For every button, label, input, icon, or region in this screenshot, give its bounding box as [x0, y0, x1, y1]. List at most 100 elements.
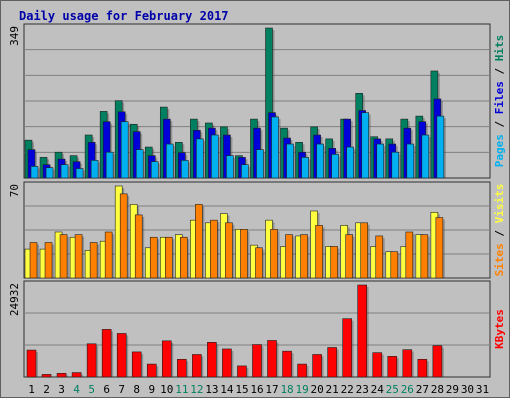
x-tick-label: 16 [250, 383, 263, 396]
bar-sites [405, 231, 414, 279]
x-tick-label: 31 [476, 383, 489, 396]
y-max-label: 349 [8, 26, 21, 46]
bar-sites [345, 234, 353, 279]
bar-kbytes [357, 284, 368, 378]
bar-pages [196, 138, 204, 179]
bar-kbytes [402, 349, 413, 378]
bar-kbytes [86, 343, 97, 378]
bar-pages [256, 149, 264, 179]
bar-pages [150, 161, 159, 179]
bar-kbytes [101, 329, 112, 378]
bar-kbytes [146, 363, 157, 378]
bar-kbytes [161, 340, 172, 378]
x-tick-label: 17 [265, 383, 278, 396]
bar-pages [241, 164, 249, 179]
bar-pages [120, 121, 129, 179]
x-tick-label: 18 [280, 383, 293, 396]
x-tick-label: 30 [461, 383, 474, 396]
x-tick-label: 19 [295, 383, 308, 396]
bar-sites [180, 236, 188, 279]
bar-sites [195, 204, 203, 279]
bar-sites [270, 229, 278, 279]
x-tick-label: 21 [326, 383, 339, 396]
bar-kbytes [116, 333, 127, 378]
x-tick-label: 22 [341, 383, 354, 396]
x-tick-label: 28 [431, 383, 444, 396]
bar-kbytes [387, 356, 398, 378]
bar-kbytes [297, 363, 307, 378]
bar-sites [240, 229, 248, 279]
bar-sites [44, 242, 53, 279]
bar-kbytes [131, 351, 142, 378]
bar-sites [285, 234, 293, 279]
bar-pages [361, 112, 370, 179]
x-tick-label: 20 [311, 383, 324, 396]
x-tick-label: 8 [133, 383, 140, 396]
x-tick-label: 24 [371, 383, 385, 396]
bar-kbytes [41, 374, 52, 378]
x-tick-label: 1 [28, 383, 35, 396]
x-tick-label: 2 [43, 383, 50, 396]
x-tick-label: 5 [88, 383, 95, 396]
bar-kbytes [26, 349, 37, 378]
x-tick-label: 10 [160, 383, 173, 396]
bar-pages [301, 157, 309, 179]
bar-sites [59, 234, 68, 279]
y-max-label: 24932 [8, 283, 21, 316]
bar-sites [390, 251, 399, 279]
bar-kbytes [432, 345, 443, 378]
bar-sites [149, 236, 158, 279]
bar-pages [75, 168, 84, 179]
bar-kbytes [177, 358, 187, 378]
bar-pages [421, 134, 430, 179]
x-tick-label: 25 [386, 383, 399, 396]
bar-pages [346, 146, 354, 179]
bar-kbytes [327, 347, 337, 378]
bar-sites [164, 236, 173, 279]
bar-kbytes [252, 344, 262, 378]
bar-pages [286, 143, 294, 179]
bar-kbytes [56, 373, 67, 378]
bar-pages [226, 155, 234, 179]
bar-kbytes [267, 340, 277, 378]
bar-pages [90, 160, 99, 179]
bar-kbytes [342, 318, 352, 378]
x-tick-label: 23 [356, 383, 369, 396]
bar-sites [300, 234, 308, 279]
bar-pages [60, 164, 69, 179]
bar-sites [29, 242, 38, 279]
x-tick-label: 11 [175, 383, 188, 396]
x-tick-label: 7 [118, 383, 125, 396]
bar-sites [330, 246, 338, 279]
bar-pages [211, 134, 219, 179]
bar-pages [391, 151, 400, 179]
bar-sites [420, 234, 429, 279]
bar-sites [435, 217, 444, 279]
bar-pages [376, 143, 385, 179]
legend-kbytes: KBytes [493, 309, 506, 349]
bar-kbytes [237, 365, 247, 378]
bar-pages [406, 143, 415, 179]
bar-kbytes [192, 354, 202, 378]
y-max-label: 70 [8, 184, 21, 197]
bar-pages [165, 143, 174, 179]
bar-kbytes [71, 372, 82, 378]
x-tick-label: 6 [103, 383, 110, 396]
bar-kbytes [417, 358, 428, 378]
bar-pages [181, 160, 189, 179]
bar-pages [135, 149, 144, 179]
chart-title: Daily usage for February 2017 [19, 9, 229, 23]
bar-sites [210, 219, 218, 279]
x-tick-label: 14 [220, 383, 234, 396]
x-tick-label: 29 [446, 383, 459, 396]
bar-pages [436, 115, 445, 179]
bar-sites [360, 222, 369, 279]
bar-sites [255, 247, 263, 279]
bar-pages [316, 143, 324, 179]
x-tick-label: 9 [148, 383, 155, 396]
x-tick-label: 13 [205, 383, 218, 396]
legend-sites-visits: Sites / Visits [493, 184, 506, 277]
bar-pages [105, 151, 114, 179]
bar-kbytes [372, 352, 383, 378]
